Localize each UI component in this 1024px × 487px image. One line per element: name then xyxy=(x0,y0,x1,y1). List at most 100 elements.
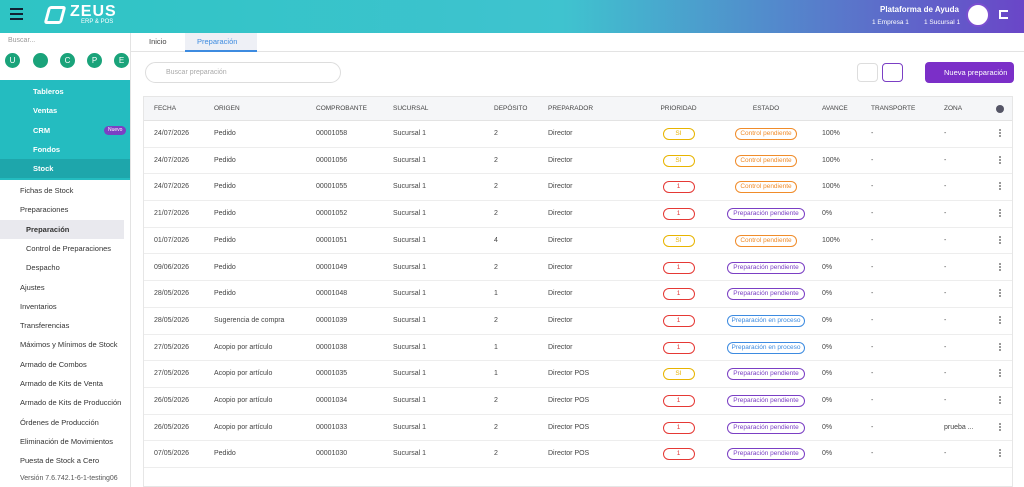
settings-icon[interactable] xyxy=(996,105,1004,113)
status-badge: Control pendiente xyxy=(735,234,797,247)
table-row[interactable] xyxy=(144,441,1012,469)
row-menu[interactable] xyxy=(999,158,1001,161)
table: FECHA ORIGEN COMPROBANTE SUCURSAL DEPÓSITO PR… xyxy=(143,96,1013,487)
submenu-item[interactable]: Preparaciones xyxy=(20,205,69,215)
menu-item[interactable]: CRM xyxy=(33,125,51,135)
submenu-item[interactable]: Preparación xyxy=(0,219,124,239)
status-badge: Preparación en proceso xyxy=(727,341,805,354)
table-cell: - xyxy=(944,290,947,298)
table-cell: 100% xyxy=(822,130,840,137)
table-cell: Acopio por artículo xyxy=(214,423,273,431)
table-cell: 01/07/2026 xyxy=(154,236,190,244)
company[interactable]: 1 Empresa 1 xyxy=(872,19,909,26)
table-cell: - xyxy=(871,263,874,271)
submenu-item[interactable]: Armado de Kits de Producción xyxy=(20,398,122,408)
table-row[interactable] xyxy=(144,281,1012,308)
status-badge: Preparación pendiente xyxy=(727,261,805,274)
submenu-item[interactable]: Despacho xyxy=(26,263,60,273)
submenu-item[interactable]: Máximos y Mínimos de Stock xyxy=(20,340,118,350)
row-menu[interactable] xyxy=(999,345,1001,348)
board-view[interactable] xyxy=(903,63,920,82)
row-menu[interactable] xyxy=(999,265,1001,268)
table-cell: - xyxy=(871,423,874,431)
submenu-item[interactable]: Armado de Kits de Venta xyxy=(20,379,103,388)
table-cell: 2 xyxy=(494,423,498,431)
submenu-item[interactable]: Inventarios xyxy=(20,301,57,311)
table-row[interactable] xyxy=(144,201,1012,228)
table-cell: Director xyxy=(548,236,573,244)
tab[interactable]: Preparación xyxy=(185,33,258,52)
table-cell: Sucursal 1 xyxy=(393,290,427,298)
user-avatar[interactable]: P xyxy=(87,53,102,68)
menu-item[interactable]: Stock xyxy=(0,159,130,179)
row-menu[interactable] xyxy=(999,185,1001,188)
priority-badge: 1 xyxy=(662,341,695,354)
table-cell: 26/05/2026 xyxy=(154,423,190,431)
row-menu[interactable] xyxy=(999,238,1001,241)
logout[interactable] xyxy=(999,10,1008,19)
menu-item[interactable]: Ventas xyxy=(33,106,58,116)
help-link[interactable]: Plataforma de Ayuda xyxy=(880,5,959,14)
status-badge: Control pendiente xyxy=(735,128,797,140)
submenu-item[interactable]: Eliminación de Movimientos xyxy=(20,436,113,446)
branch[interactable]: 1 Sucursal 1 xyxy=(924,19,961,26)
priority-badge: 1 xyxy=(662,395,695,407)
row-menu[interactable] xyxy=(999,399,1001,401)
search-box[interactable]: Buscar preparación xyxy=(145,62,341,83)
user-avatar[interactable]: U xyxy=(5,53,20,68)
table-cell: 2 xyxy=(494,130,498,137)
row-menu[interactable] xyxy=(999,452,1001,455)
table-cell: 0% xyxy=(822,343,833,351)
avatar[interactable] xyxy=(966,3,990,27)
submenu-item[interactable]: Fichas de Stock xyxy=(20,186,74,195)
table-row[interactable] xyxy=(144,121,1012,148)
table-row[interactable] xyxy=(144,361,1012,388)
row-menu[interactable] xyxy=(999,292,1001,295)
table-cell: 2 xyxy=(494,263,498,271)
row-menu[interactable] xyxy=(999,372,1001,375)
submenu-item[interactable]: Puesta de Stock a Cero xyxy=(20,456,100,466)
table-row[interactable] xyxy=(144,335,1012,362)
user-avatar[interactable]: C xyxy=(60,53,75,68)
table-row[interactable] xyxy=(144,388,1012,415)
submenu-item[interactable]: Control de Preparaciones xyxy=(26,243,112,253)
priority-badge: SI xyxy=(662,154,695,167)
table-cell: - xyxy=(944,156,947,164)
main-menu: Tableros Ventas CRM Nuevo Fondos Stock xyxy=(0,80,130,180)
table-cell: - xyxy=(871,343,874,351)
table-row[interactable] xyxy=(144,174,1012,202)
tab[interactable]: Inicio xyxy=(149,37,167,46)
row-menu[interactable] xyxy=(999,212,1001,215)
row-menu[interactable] xyxy=(999,425,1001,428)
table-row[interactable] xyxy=(144,308,1012,335)
submenu-item[interactable]: Armado de Combos xyxy=(20,359,87,369)
list-view[interactable] xyxy=(882,63,903,82)
table-cell: 0% xyxy=(822,450,833,458)
filter-button[interactable] xyxy=(857,63,878,82)
new-button[interactable]: Nueva preparación xyxy=(925,62,1014,83)
table-row[interactable] xyxy=(144,228,1012,255)
status-badge: Preparación pendiente xyxy=(727,288,805,301)
table-cell: - xyxy=(871,316,874,324)
row-menu[interactable] xyxy=(999,318,1001,321)
sidebar-search[interactable]: Buscar... xyxy=(8,37,36,44)
column-header: TRANSPORTE xyxy=(871,105,916,112)
user-avatar[interactable]: E xyxy=(114,53,129,68)
table-row[interactable] xyxy=(144,255,1012,282)
table-row[interactable] xyxy=(144,415,1012,442)
menu-button[interactable] xyxy=(10,8,23,10)
logo-icon xyxy=(43,6,67,24)
menu-item[interactable]: Fondos xyxy=(33,144,61,154)
table-row[interactable] xyxy=(144,148,1012,175)
submenu-item[interactable]: Órdenes de Producción xyxy=(20,417,99,427)
table-cell: Director xyxy=(548,263,573,271)
user-avatar[interactable] xyxy=(33,53,48,68)
row-menu[interactable] xyxy=(999,132,1001,134)
submenu-item[interactable]: Ajustes xyxy=(20,282,45,292)
column-header: FECHA xyxy=(154,105,177,112)
table-cell: 2 xyxy=(494,397,498,404)
table-cell: - xyxy=(944,343,947,351)
menu-item[interactable]: Tableros xyxy=(33,87,64,96)
submenu-item[interactable]: Transferencias xyxy=(20,321,70,331)
